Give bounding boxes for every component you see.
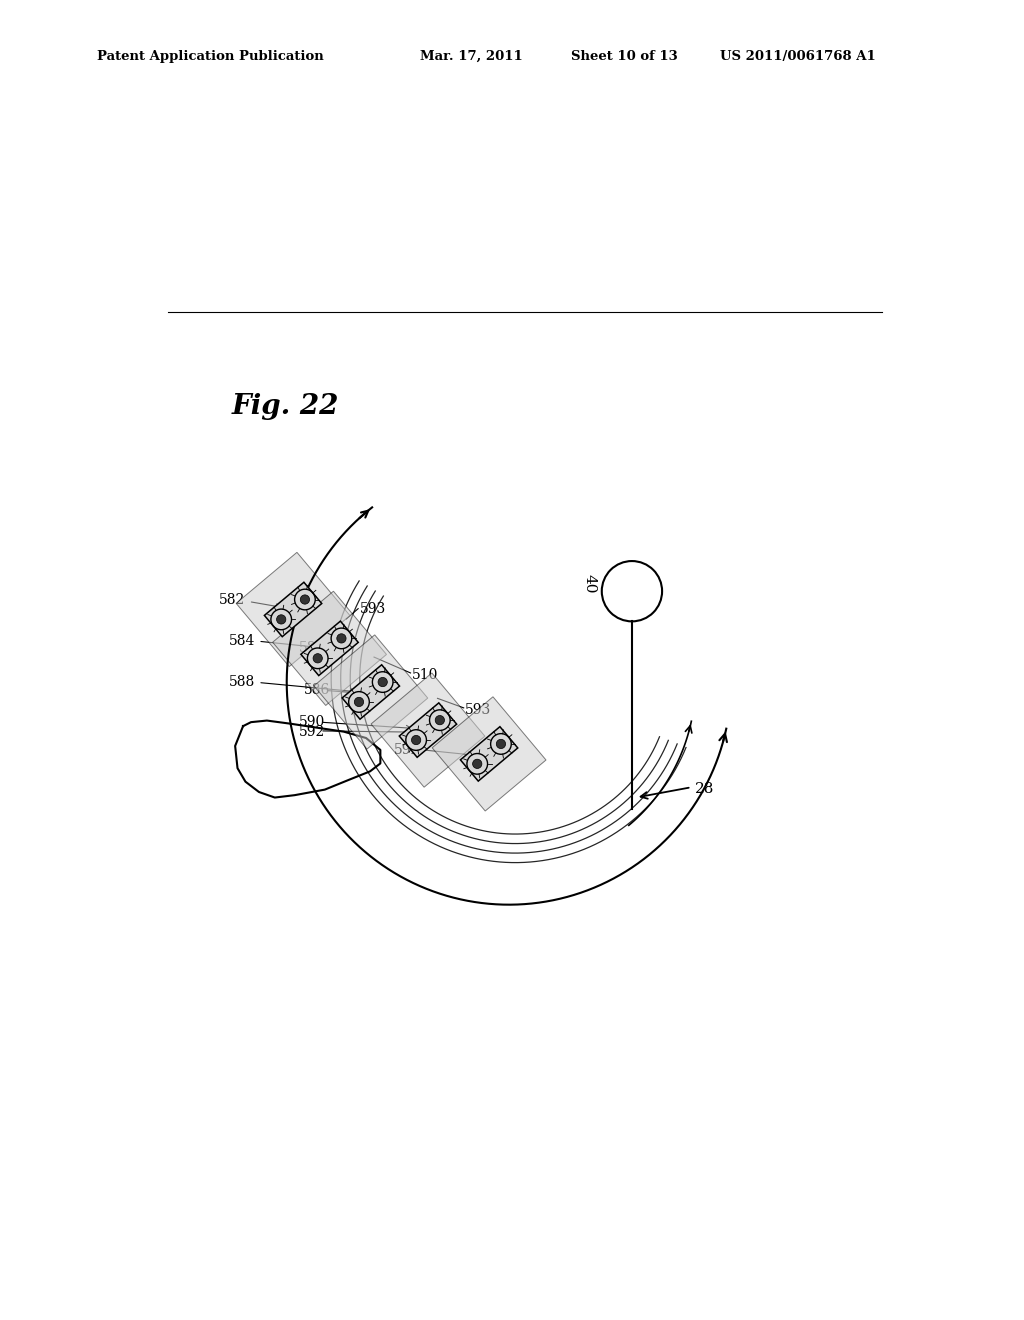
Text: 588: 588 (228, 676, 255, 689)
Circle shape (354, 697, 364, 706)
Text: 590: 590 (299, 715, 325, 729)
Text: 28: 28 (695, 781, 715, 796)
Polygon shape (342, 665, 399, 719)
Circle shape (276, 615, 286, 624)
Text: 584: 584 (228, 634, 255, 648)
Polygon shape (399, 702, 457, 758)
Circle shape (378, 677, 387, 686)
Text: Patent Application Publication: Patent Application Publication (97, 50, 324, 63)
Text: 592: 592 (299, 725, 325, 739)
Circle shape (313, 653, 323, 663)
Circle shape (412, 735, 421, 744)
Polygon shape (461, 727, 518, 781)
Text: US 2011/0061768 A1: US 2011/0061768 A1 (720, 50, 876, 63)
Text: 40: 40 (583, 573, 596, 593)
Polygon shape (237, 552, 350, 667)
Circle shape (337, 634, 346, 643)
Text: 60: 60 (301, 594, 318, 609)
Text: Sheet 10 of 13: Sheet 10 of 13 (571, 50, 678, 63)
Circle shape (473, 759, 482, 768)
Polygon shape (371, 673, 485, 787)
Polygon shape (264, 582, 322, 636)
Circle shape (497, 739, 506, 748)
Polygon shape (432, 697, 546, 810)
Polygon shape (301, 622, 358, 676)
Text: Mar. 17, 2011: Mar. 17, 2011 (420, 50, 522, 63)
Text: Fig. 22: Fig. 22 (231, 393, 339, 420)
Circle shape (300, 595, 309, 605)
Text: 582: 582 (219, 593, 246, 607)
Text: 586: 586 (299, 640, 325, 655)
Text: 592: 592 (394, 743, 420, 756)
Text: 510: 510 (412, 668, 438, 681)
Text: 593: 593 (359, 602, 386, 616)
Circle shape (435, 715, 444, 725)
Polygon shape (314, 635, 428, 750)
Polygon shape (272, 591, 386, 705)
Text: 586: 586 (304, 684, 331, 697)
Text: 593: 593 (465, 704, 492, 717)
